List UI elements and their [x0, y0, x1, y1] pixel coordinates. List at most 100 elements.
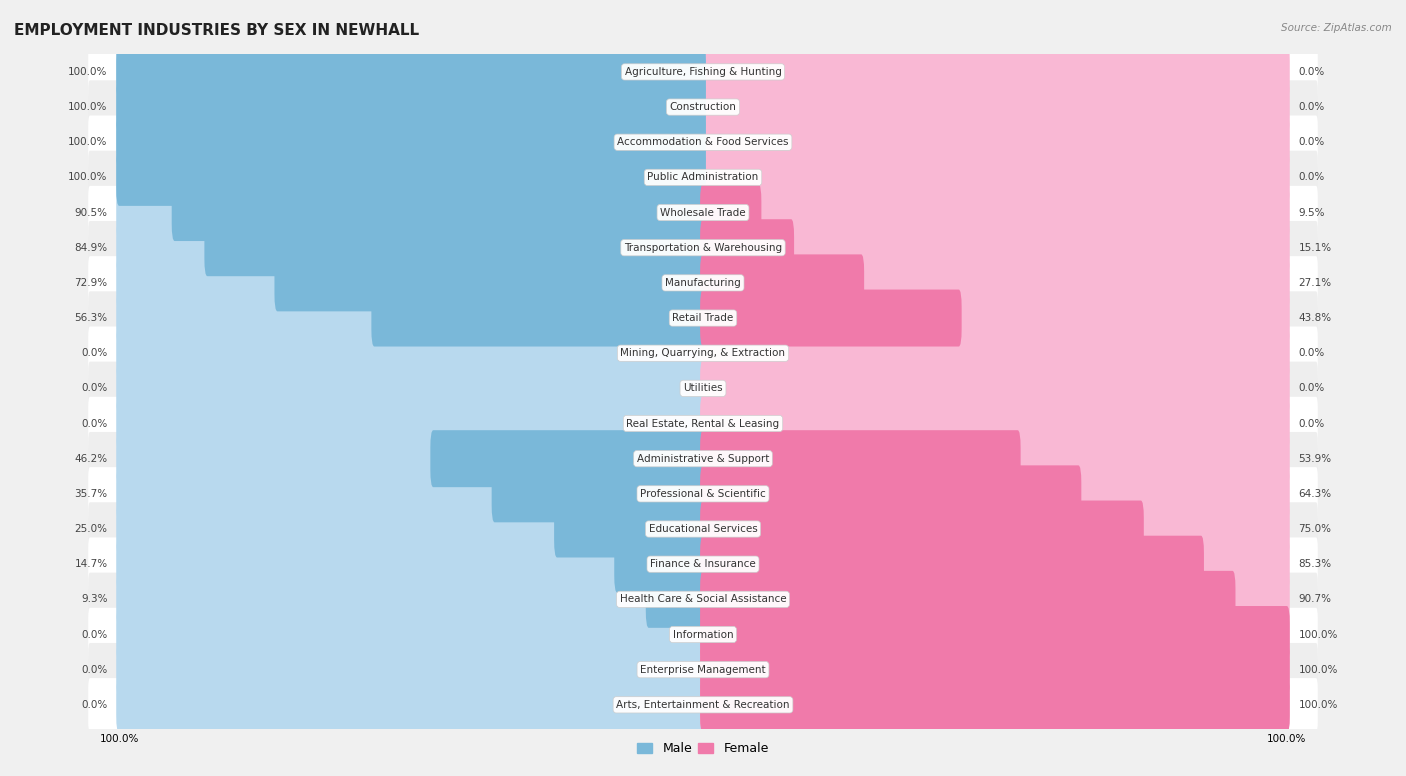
Text: EMPLOYMENT INDUSTRIES BY SEX IN NEWHALL: EMPLOYMENT INDUSTRIES BY SEX IN NEWHALL [14, 23, 419, 38]
FancyBboxPatch shape [700, 501, 1144, 557]
Text: 46.2%: 46.2% [75, 454, 107, 464]
FancyBboxPatch shape [117, 149, 706, 206]
FancyBboxPatch shape [614, 535, 706, 593]
FancyBboxPatch shape [117, 78, 706, 136]
FancyBboxPatch shape [117, 466, 706, 522]
FancyBboxPatch shape [89, 116, 1317, 169]
Text: 35.7%: 35.7% [75, 489, 107, 499]
Text: Utilities: Utilities [683, 383, 723, 393]
FancyBboxPatch shape [554, 501, 706, 557]
Text: Mining, Quarrying, & Extraction: Mining, Quarrying, & Extraction [620, 348, 786, 359]
Text: Arts, Entertainment & Recreation: Arts, Entertainment & Recreation [616, 700, 790, 710]
FancyBboxPatch shape [89, 678, 1317, 732]
FancyBboxPatch shape [700, 184, 1289, 241]
FancyBboxPatch shape [700, 571, 1289, 628]
Text: 0.0%: 0.0% [1299, 67, 1324, 77]
FancyBboxPatch shape [700, 395, 1289, 452]
Text: 84.9%: 84.9% [75, 243, 107, 253]
FancyBboxPatch shape [700, 184, 762, 241]
Text: 100.0%: 100.0% [1299, 629, 1339, 639]
FancyBboxPatch shape [117, 255, 706, 311]
FancyBboxPatch shape [700, 677, 1289, 733]
FancyBboxPatch shape [117, 430, 706, 487]
Text: Source: ZipAtlas.com: Source: ZipAtlas.com [1281, 23, 1392, 33]
FancyBboxPatch shape [700, 501, 1289, 557]
Text: 0.0%: 0.0% [1299, 102, 1324, 112]
FancyBboxPatch shape [700, 677, 1289, 733]
FancyBboxPatch shape [204, 220, 706, 276]
Text: 0.0%: 0.0% [1299, 348, 1324, 359]
Text: 90.7%: 90.7% [1299, 594, 1331, 605]
FancyBboxPatch shape [700, 324, 1289, 382]
FancyBboxPatch shape [117, 43, 706, 100]
FancyBboxPatch shape [117, 677, 706, 733]
FancyBboxPatch shape [117, 149, 706, 206]
FancyBboxPatch shape [700, 289, 962, 347]
Text: 0.0%: 0.0% [1299, 418, 1324, 428]
FancyBboxPatch shape [89, 573, 1317, 626]
Text: Construction: Construction [669, 102, 737, 112]
Text: 0.0%: 0.0% [1299, 172, 1324, 182]
FancyBboxPatch shape [117, 78, 706, 136]
FancyBboxPatch shape [172, 184, 706, 241]
Text: 100.0%: 100.0% [67, 67, 107, 77]
FancyBboxPatch shape [700, 641, 1289, 698]
FancyBboxPatch shape [89, 362, 1317, 415]
FancyBboxPatch shape [89, 151, 1317, 204]
Text: 0.0%: 0.0% [82, 418, 107, 428]
Text: Health Care & Social Assistance: Health Care & Social Assistance [620, 594, 786, 605]
Text: Real Estate, Rental & Leasing: Real Estate, Rental & Leasing [627, 418, 779, 428]
FancyBboxPatch shape [117, 114, 706, 171]
Text: Manufacturing: Manufacturing [665, 278, 741, 288]
Text: 15.1%: 15.1% [1299, 243, 1331, 253]
Text: 75.0%: 75.0% [1299, 524, 1331, 534]
FancyBboxPatch shape [89, 185, 1317, 239]
FancyBboxPatch shape [430, 430, 706, 487]
FancyBboxPatch shape [700, 255, 865, 311]
FancyBboxPatch shape [700, 289, 1289, 347]
Text: 43.8%: 43.8% [1299, 313, 1331, 323]
Text: 64.3%: 64.3% [1299, 489, 1331, 499]
Text: Finance & Insurance: Finance & Insurance [650, 559, 756, 569]
FancyBboxPatch shape [117, 43, 706, 100]
FancyBboxPatch shape [117, 360, 706, 417]
FancyBboxPatch shape [700, 466, 1081, 522]
Text: 85.3%: 85.3% [1299, 559, 1331, 569]
FancyBboxPatch shape [700, 535, 1204, 593]
FancyBboxPatch shape [492, 466, 706, 522]
FancyBboxPatch shape [700, 149, 1289, 206]
Text: Transportation & Warehousing: Transportation & Warehousing [624, 243, 782, 253]
Text: Educational Services: Educational Services [648, 524, 758, 534]
Text: 0.0%: 0.0% [82, 629, 107, 639]
FancyBboxPatch shape [89, 643, 1317, 696]
Text: 27.1%: 27.1% [1299, 278, 1331, 288]
Text: 25.0%: 25.0% [75, 524, 107, 534]
FancyBboxPatch shape [89, 397, 1317, 450]
FancyBboxPatch shape [117, 571, 706, 628]
Text: Information: Information [672, 629, 734, 639]
Text: Professional & Scientific: Professional & Scientific [640, 489, 766, 499]
Text: 14.7%: 14.7% [75, 559, 107, 569]
FancyBboxPatch shape [700, 360, 1289, 417]
FancyBboxPatch shape [89, 81, 1317, 133]
Text: 72.9%: 72.9% [75, 278, 107, 288]
FancyBboxPatch shape [117, 324, 706, 382]
Text: 53.9%: 53.9% [1299, 454, 1331, 464]
Text: 9.3%: 9.3% [82, 594, 107, 605]
FancyBboxPatch shape [117, 395, 706, 452]
FancyBboxPatch shape [117, 501, 706, 557]
Text: 100.0%: 100.0% [67, 102, 107, 112]
FancyBboxPatch shape [645, 571, 706, 628]
FancyBboxPatch shape [117, 641, 706, 698]
Text: 90.5%: 90.5% [75, 207, 107, 217]
FancyBboxPatch shape [89, 291, 1317, 345]
Text: Accommodation & Food Services: Accommodation & Food Services [617, 137, 789, 147]
Text: 0.0%: 0.0% [1299, 383, 1324, 393]
Text: 100.0%: 100.0% [67, 172, 107, 182]
FancyBboxPatch shape [700, 606, 1289, 663]
Text: 100.0%: 100.0% [1299, 700, 1339, 710]
Text: 0.0%: 0.0% [82, 665, 107, 674]
FancyBboxPatch shape [89, 467, 1317, 521]
Legend: Male, Female: Male, Female [633, 737, 773, 760]
FancyBboxPatch shape [117, 606, 706, 663]
